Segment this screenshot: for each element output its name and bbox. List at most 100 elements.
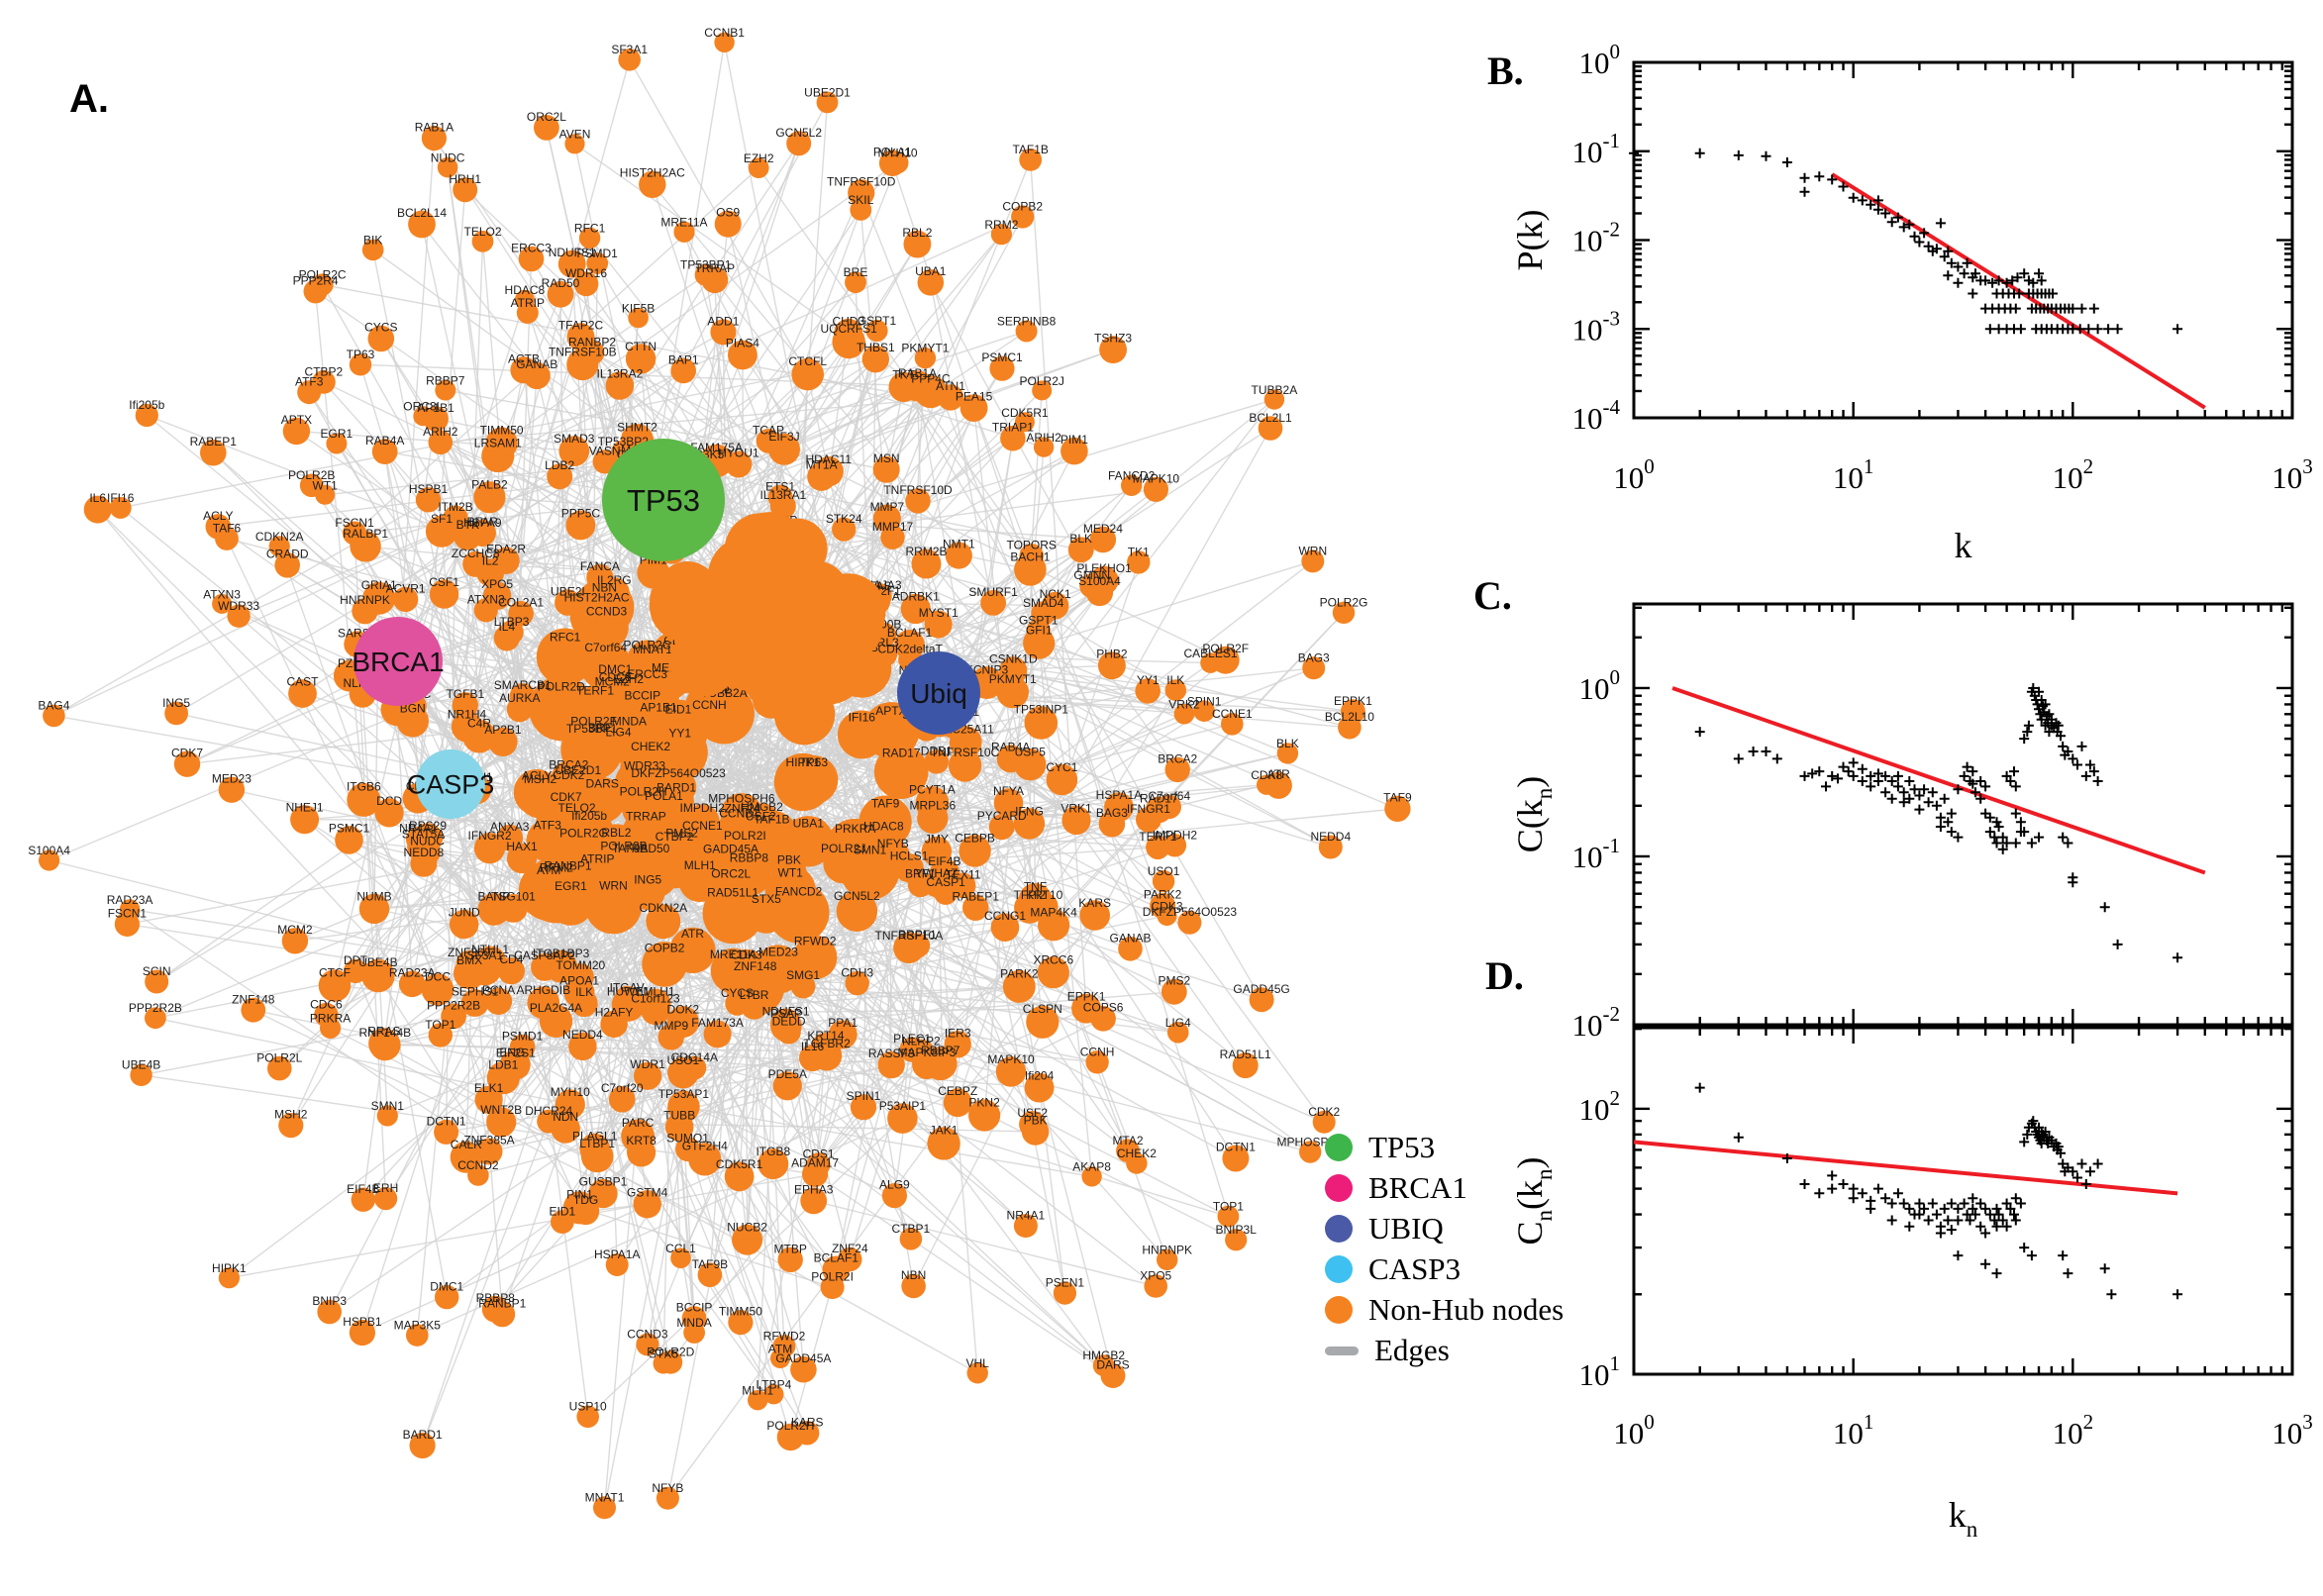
network-node <box>551 1210 574 1234</box>
network-node <box>832 325 865 359</box>
node-label: PBK <box>1024 1113 1048 1127</box>
node-label: ZNF148 <box>734 959 777 973</box>
data-point <box>1904 793 1915 804</box>
node-label: NDUFS1 <box>762 1004 810 1018</box>
network-node <box>646 904 681 940</box>
node-label: TIMM50 <box>480 424 524 438</box>
network-node <box>564 134 585 154</box>
node-label: HDAC8 <box>505 283 546 297</box>
node-label: VRK1 <box>1060 802 1092 816</box>
node-label: POLA1 <box>645 789 683 803</box>
network-node <box>837 710 886 759</box>
data-point <box>1923 1215 1934 1226</box>
data-point <box>1984 812 1995 823</box>
node-label: PPP5C <box>561 506 601 520</box>
data-point <box>1991 1268 2002 1279</box>
node-label: ATF3 <box>295 375 324 389</box>
node-label: PBK <box>777 853 801 867</box>
node-label: BCLAF1 <box>887 626 933 640</box>
network-node <box>114 911 140 938</box>
edge <box>129 908 490 1152</box>
network-node <box>1162 834 1187 857</box>
network-node <box>887 1103 918 1134</box>
edge <box>814 1173 1114 1377</box>
data-point <box>1993 1209 2004 1220</box>
y-tick-label: 10-1 <box>1572 129 1621 169</box>
network-node <box>573 271 599 297</box>
data-point <box>1989 1215 2000 1226</box>
network-node <box>999 656 1028 685</box>
node-label: KARS <box>791 1416 824 1430</box>
data-point <box>1946 827 1957 838</box>
node-label: PSEN1 <box>1046 1276 1085 1290</box>
node-label: STAT5A <box>402 828 446 842</box>
node-label: APTX <box>281 413 312 427</box>
node-label: WDR33 <box>624 758 665 772</box>
node-label: MLH1 <box>742 1384 773 1398</box>
data-point <box>1953 1203 1964 1214</box>
network-node <box>513 769 560 816</box>
data-point <box>2058 1250 2069 1261</box>
tick-labels: 100 101 102 103 100 10-1 10-2 10-3 10-4 <box>1572 40 2313 495</box>
data-point <box>1953 1250 1964 1261</box>
data-point <box>1980 275 1991 286</box>
edge <box>97 509 429 839</box>
node-label: TNFRSF10B <box>549 345 617 358</box>
node-label: WRN <box>1298 545 1327 558</box>
node-label: ADD1 <box>707 314 739 328</box>
data-point <box>1872 1183 1883 1194</box>
data-point <box>1935 218 1946 229</box>
network-node <box>1097 651 1126 680</box>
data-point <box>1968 778 1978 789</box>
network-node <box>802 1160 829 1187</box>
edge <box>501 161 898 445</box>
network-node <box>1150 892 1176 919</box>
node-label: ILK <box>575 985 593 999</box>
node-label: NBN <box>901 1268 926 1282</box>
network-node <box>989 355 1015 381</box>
node-label: BRE <box>588 721 613 735</box>
data-point <box>1827 174 1838 185</box>
data-point <box>1975 1198 1986 1209</box>
node-label: ATR <box>1267 767 1290 781</box>
node-label: TDG <box>573 1193 598 1207</box>
node-label: EGR1 <box>555 879 587 893</box>
network-node <box>468 519 496 548</box>
network-node <box>870 641 898 667</box>
network-node <box>428 1023 453 1047</box>
node-label: AP1B1 <box>417 401 454 415</box>
data-point <box>1814 1188 1825 1199</box>
node-label: RAD17 <box>882 747 921 760</box>
node-label: IL2RG <box>597 573 632 587</box>
node-label: LTBP3 <box>494 615 530 629</box>
node-label: PSMD1 <box>502 1030 544 1044</box>
node-label: MAPK10 <box>1133 471 1180 485</box>
node-label: CDK2deltaT <box>878 642 944 655</box>
node-label: BCCIP <box>676 1301 713 1315</box>
edge <box>464 336 582 706</box>
network-node <box>899 1037 925 1062</box>
node-label: ACLY <box>522 768 552 782</box>
network-node <box>664 1113 694 1142</box>
data-point <box>1733 150 1744 160</box>
network-node <box>361 239 384 261</box>
node-label: Ifi204 <box>1025 1068 1055 1082</box>
node-label: BNIP3L <box>1216 1223 1258 1237</box>
hub-edge <box>397 660 490 1152</box>
node-label: WRN <box>599 879 628 893</box>
data-point <box>1946 257 1957 268</box>
data-point <box>1962 257 1972 268</box>
node-label: CDC6 <box>310 997 343 1011</box>
node-label: FANCA <box>580 559 620 573</box>
node-label: HIST2H2AC <box>564 591 630 605</box>
node-label: AKAP8 <box>1072 1160 1111 1174</box>
node-label: ATM <box>537 863 560 877</box>
data-point <box>2015 1198 2026 1209</box>
network-graph: POLR2I POLR2G POLR2F POLR2C POLR2B POLR2D POLR… <box>28 26 1412 1520</box>
node-label: EIF2S1 <box>496 1046 536 1059</box>
data-point <box>1919 784 1930 795</box>
node-label: BRCA2 <box>1158 751 1197 765</box>
network-node <box>282 417 311 446</box>
node-label: MNDA <box>612 714 647 728</box>
data-point <box>2034 268 2044 279</box>
